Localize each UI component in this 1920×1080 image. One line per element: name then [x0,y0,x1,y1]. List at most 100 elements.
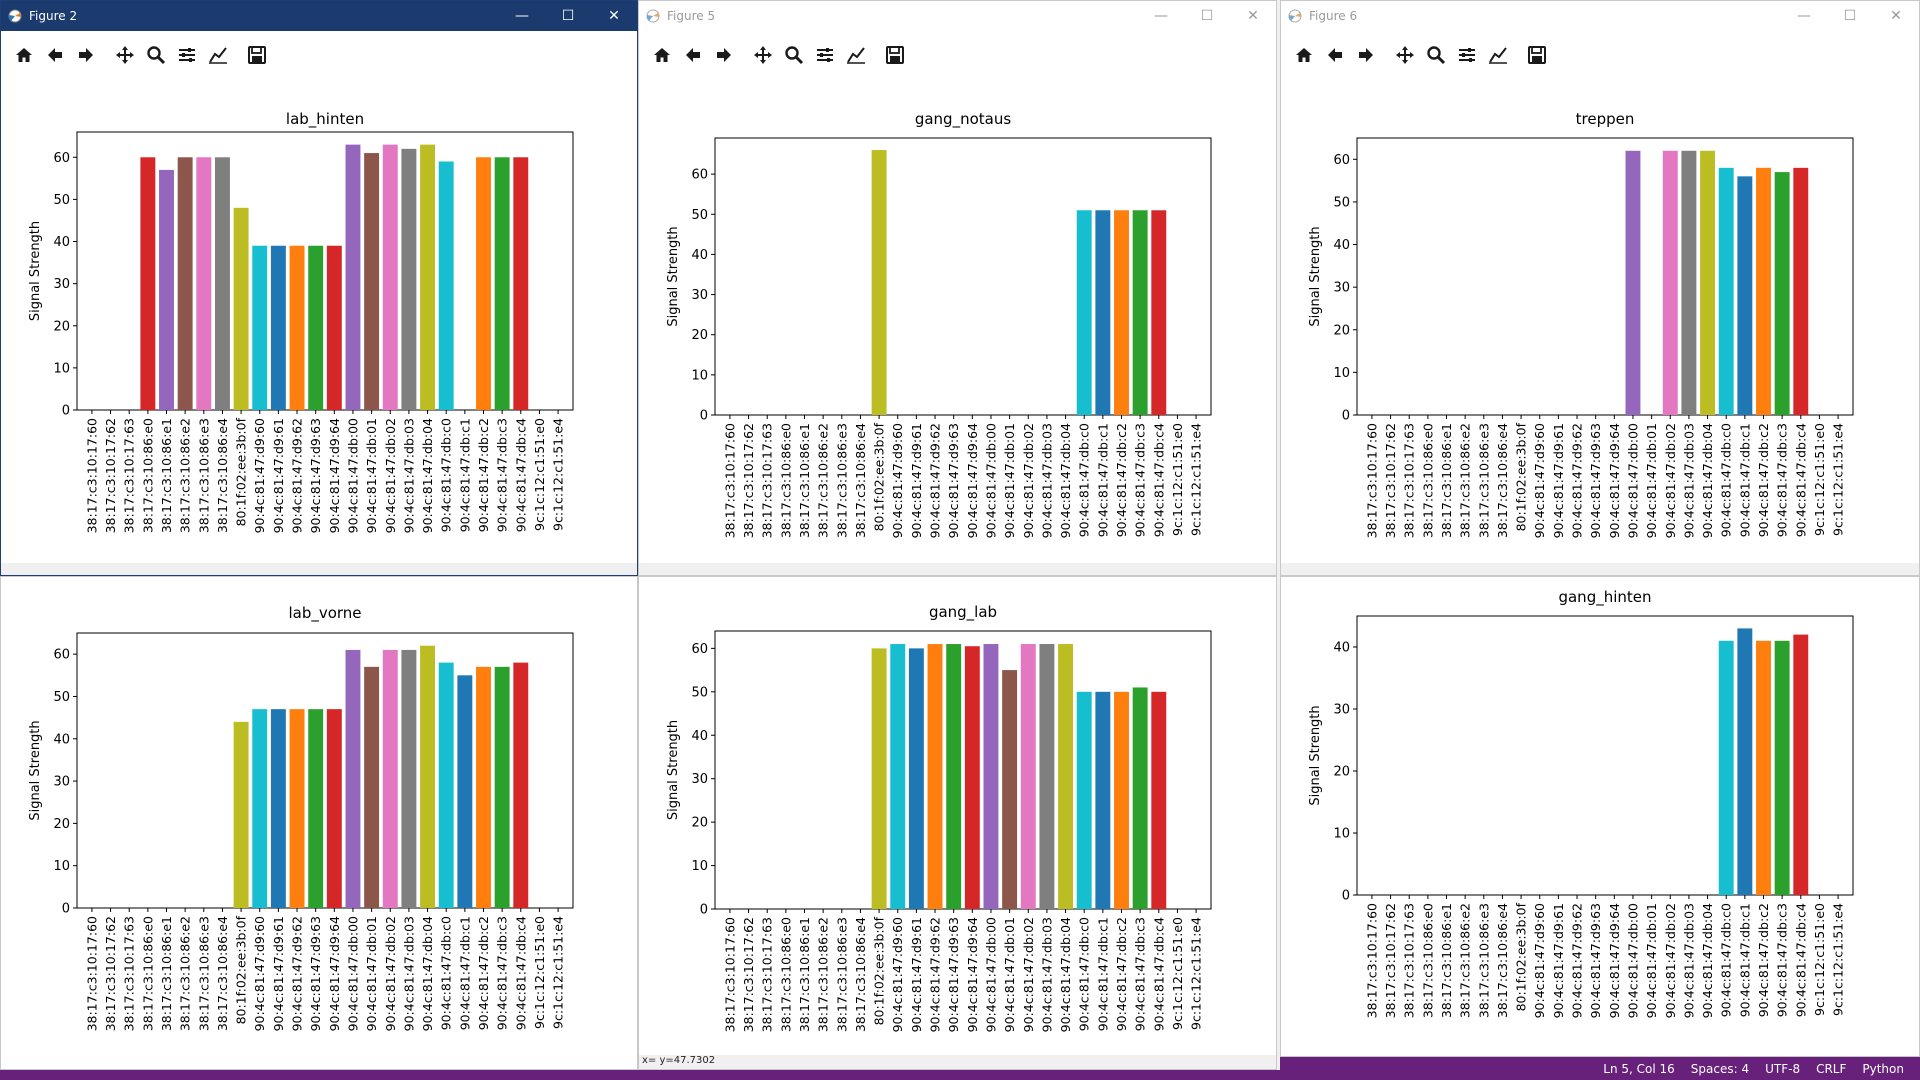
figure-window-1[interactable]: Figure 2 — ☐ ✕ lab_hinten Signal Strength… [0,0,638,576]
line-endings[interactable]: CRLF [1816,1061,1847,1076]
x-tick-label: 90:4c:81:47:d9:60 [890,917,905,1032]
x-tick-label: 90:4c:81:47:db:04 [1058,423,1073,538]
x-tick-label: 9c:1c:12:c1:51:e0 [1812,903,1827,1016]
save-icon[interactable] [880,40,910,70]
edit-axis-icon[interactable] [203,40,233,70]
close-icon[interactable]: ✕ [608,8,620,24]
x-tick-label: 90:4c:81:47:d9:60 [1532,423,1547,538]
x-tick-label: 80:1f:02:ee:3b:0f [872,422,887,531]
save-icon[interactable] [1522,40,1552,70]
bar [420,645,436,908]
figure-window-5[interactable]: gang_lab Signal Strength 0 10 20 30 40 50 60 38:1… [638,576,1277,1070]
pan-icon[interactable] [748,40,778,70]
x-tick-label: 38:17:c3:10:86:e2 [1458,423,1473,538]
pan-icon[interactable] [110,40,140,70]
zoom-icon[interactable] [141,40,171,70]
x-tick-label: 38:17:c3:10:86:e4 [215,916,230,1031]
indentation[interactable]: Spaces: 4 [1690,1061,1750,1076]
minimize-icon[interactable]: — [1154,8,1168,24]
edit-axis-icon[interactable] [841,40,871,70]
maximize-icon[interactable]: ☐ [1843,8,1857,24]
window-titlebar[interactable]: Figure 6 — ☐ ✕ [1281,1,1919,31]
bar [382,649,398,908]
zoom-icon[interactable] [779,40,809,70]
navigation-toolbar [1281,31,1919,79]
x-tick-label: 90:4c:81:47:db:03 [401,418,416,533]
figure-window-2[interactable]: Figure 5 — ☐ ✕ gang_notaus Signal Strengt… [638,0,1277,576]
close-icon[interactable]: ✕ [1247,8,1259,24]
x-tick-label: 90:4c:81:47:db:c2 [476,916,491,1030]
x-tick-label: 38:17:c3:10:86:e2 [816,423,831,538]
x-tick-label: 90:4c:81:47:db:02 [1663,423,1678,538]
zoom-icon[interactable] [1421,40,1451,70]
figure-canvas[interactable]: gang_notaus Signal Strength 0 10 20 30 40 50 60 3… [639,79,1276,563]
figure-window-3[interactable]: Figure 6 — ☐ ✕ treppen Signal Strength 0 10… [1280,0,1920,576]
bar [1114,210,1129,415]
figure-canvas[interactable]: lab_hinten Signal Strength 0 10 20 30 40 50 60 38… [1,79,637,563]
x-tick-label: 90:4c:81:47:db:c2 [1114,423,1129,537]
maximize-icon[interactable]: ☐ [561,8,575,24]
x-tick-label: 90:4c:81:47:db:01 [364,916,379,1031]
home-icon[interactable] [1289,40,1319,70]
figure-canvas[interactable]: treppen Signal Strength 0 10 20 30 40 50 60 38:17… [1281,79,1919,563]
window-title: Figure 2 [29,9,78,23]
bar [345,649,361,908]
figure-canvas[interactable]: gang_hinten Signal Strength 0 10 20 30 40 38:17… [1281,577,1919,1056]
x-tick-label: 90:4c:81:47:d9:64 [1607,903,1622,1018]
figure-canvas[interactable]: gang_lab Signal Strength 0 10 20 30 40 50 60 38:1… [639,577,1276,1055]
x-tick-label: 90:4c:81:47:db:c2 [1756,423,1771,537]
configure-subplots-icon[interactable] [1452,40,1482,70]
bar [252,709,268,908]
configure-subplots-icon[interactable] [172,40,202,70]
window-titlebar[interactable]: Figure 2 — ☐ ✕ [1,1,637,31]
bar [214,157,230,410]
bar [438,662,454,908]
figure-canvas[interactable]: lab_vorne Signal Strength 0 10 20 30 40 50 60 38:… [1,577,637,1069]
forward-icon[interactable] [71,40,101,70]
x-tick-label: 90:4c:81:47:db:02 [383,916,398,1031]
y-tick-label: 0 [700,409,708,424]
language-mode[interactable]: Python [1862,1061,1904,1076]
maximize-icon[interactable]: ☐ [1200,8,1214,24]
y-tick-label: 20 [691,328,708,343]
edit-axis-icon[interactable] [1483,40,1513,70]
x-tick-label: 90:4c:81:47:d9:60 [252,916,267,1031]
x-tick-label: 90:4c:81:47:db:01 [1644,423,1659,538]
x-tick-label: 90:4c:81:47:db:c4 [513,916,528,1030]
y-tick-label: 50 [1333,195,1350,210]
x-tick-label: 90:4c:81:47:d9:63 [308,916,323,1031]
save-icon[interactable] [242,40,272,70]
minimize-icon[interactable]: — [515,8,529,24]
bar [233,207,249,410]
y-tick-label: 40 [691,248,708,263]
figure-window-4[interactable]: lab_vorne Signal Strength 0 10 20 30 40 50 60 38:… [0,576,638,1070]
x-tick-label: 90:4c:81:47:db:00 [1625,903,1640,1018]
x-tick-label: 90:4c:81:47:d9:61 [1551,903,1566,1018]
back-icon[interactable] [1320,40,1350,70]
forward-icon[interactable] [1351,40,1381,70]
cursor-position[interactable]: Ln 5, Col 16 [1603,1061,1675,1076]
home-icon[interactable] [647,40,677,70]
minimize-icon[interactable]: — [1797,8,1811,24]
configure-subplots-icon[interactable] [810,40,840,70]
y-tick-label: 40 [1333,641,1350,656]
bar [420,144,436,410]
figure-window-6[interactable]: gang_hinten Signal Strength 0 10 20 30 40 38:17… [1280,576,1920,1057]
bar [326,245,342,410]
x-tick-label: 90:4c:81:47:d9:62 [1570,903,1585,1018]
x-tick-label: 9c:1c:12:c1:51:e0 [532,418,547,531]
close-icon[interactable]: ✕ [1890,8,1902,24]
window-titlebar[interactable]: Figure 5 — ☐ ✕ [639,1,1276,31]
x-tick-label: 90:4c:81:47:db:c2 [1756,903,1771,1017]
bar [289,245,305,410]
forward-icon[interactable] [709,40,739,70]
home-icon[interactable] [9,40,39,70]
pan-icon[interactable] [1390,40,1420,70]
x-tick-label: 80:1f:02:ee:3b:0f [234,915,249,1024]
encoding[interactable]: UTF-8 [1765,1061,1801,1076]
x-tick-label: 38:17:c3:10:17:63 [760,423,775,538]
back-icon[interactable] [678,40,708,70]
x-tick-label: 38:17:c3:10:86:e4 [1495,423,1510,538]
bar [964,646,980,909]
back-icon[interactable] [40,40,70,70]
